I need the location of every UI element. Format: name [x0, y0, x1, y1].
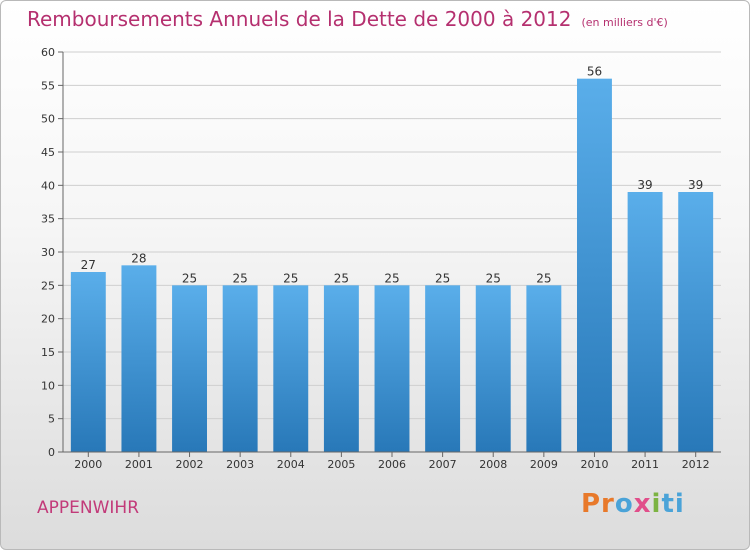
- data-label: 39: [637, 178, 652, 192]
- y-tick-label: 25: [41, 279, 55, 292]
- y-tick-label: 5: [48, 413, 55, 426]
- bar: [576, 78, 612, 453]
- data-label: 25: [283, 271, 298, 285]
- x-tick-label: 2009: [530, 458, 558, 471]
- bar: [222, 285, 258, 452]
- x-tick-label: 2001: [125, 458, 153, 471]
- chart-unit: (en milliers d'€): [581, 16, 668, 29]
- data-label: 25: [486, 271, 501, 285]
- x-tick-label: 2006: [378, 458, 406, 471]
- data-label: 25: [384, 271, 399, 285]
- bar: [121, 265, 157, 452]
- data-label: 39: [688, 178, 703, 192]
- y-tick-label: 35: [41, 213, 55, 226]
- x-axis: 2000 2001 2002 2003 2004 2005 2006 2007 2008 2009…: [63, 451, 721, 471]
- y-axis: 0 5 10 15 20 25 30 35 40 45 50 55 60: [41, 46, 64, 459]
- bar: [323, 285, 359, 452]
- data-label: 27: [81, 258, 96, 272]
- data-label: 25: [536, 271, 551, 285]
- data-label: 28: [131, 251, 146, 265]
- y-tick-label: 60: [41, 46, 55, 59]
- y-tick-label: 45: [41, 146, 55, 159]
- x-tick-label: 2002: [176, 458, 204, 471]
- y-tick-label: 30: [41, 246, 55, 259]
- x-tick-label: 2011: [631, 458, 659, 471]
- y-tick-label: 20: [41, 313, 55, 326]
- y-tick-label: 55: [41, 79, 55, 92]
- commune-name: APPENWIHR: [37, 498, 140, 518]
- bar: [425, 285, 461, 452]
- data-label: 25: [233, 271, 248, 285]
- bar: [172, 285, 208, 452]
- bar: [374, 285, 410, 452]
- x-tick-label: 2012: [682, 458, 710, 471]
- data-label: 25: [435, 271, 450, 285]
- bar: [627, 192, 663, 452]
- x-tick-label: 2004: [277, 458, 305, 471]
- x-tick-label: 2007: [429, 458, 457, 471]
- y-tick-label: 10: [41, 379, 55, 392]
- bar: [678, 192, 714, 452]
- bar: [526, 285, 562, 452]
- y-tick-label: 50: [41, 113, 55, 126]
- data-label: 25: [334, 271, 349, 285]
- y-tick-label: 0: [48, 446, 55, 459]
- x-tick-label: 2008: [479, 458, 507, 471]
- y-tick-label: 40: [41, 179, 55, 192]
- bar: [475, 285, 511, 452]
- chart-title: Remboursements Annuels de la Dette de 20…: [27, 7, 668, 31]
- x-tick-label: 2005: [327, 458, 355, 471]
- proxiti-logo: Proxiti: [581, 489, 685, 519]
- x-tick-label: 2000: [74, 458, 102, 471]
- bar: [70, 272, 106, 452]
- x-tick-label: 2010: [580, 458, 608, 471]
- x-tick-label: 2003: [226, 458, 254, 471]
- bars: 27 28 25 25 25 25 25 25 25 25 56 39 39: [70, 65, 714, 453]
- y-tick-label: 15: [41, 346, 55, 359]
- bar: [273, 285, 309, 452]
- chart-title-text: Remboursements Annuels de la Dette de 20…: [27, 7, 572, 31]
- data-label: 25: [182, 271, 197, 285]
- data-label: 56: [587, 65, 602, 79]
